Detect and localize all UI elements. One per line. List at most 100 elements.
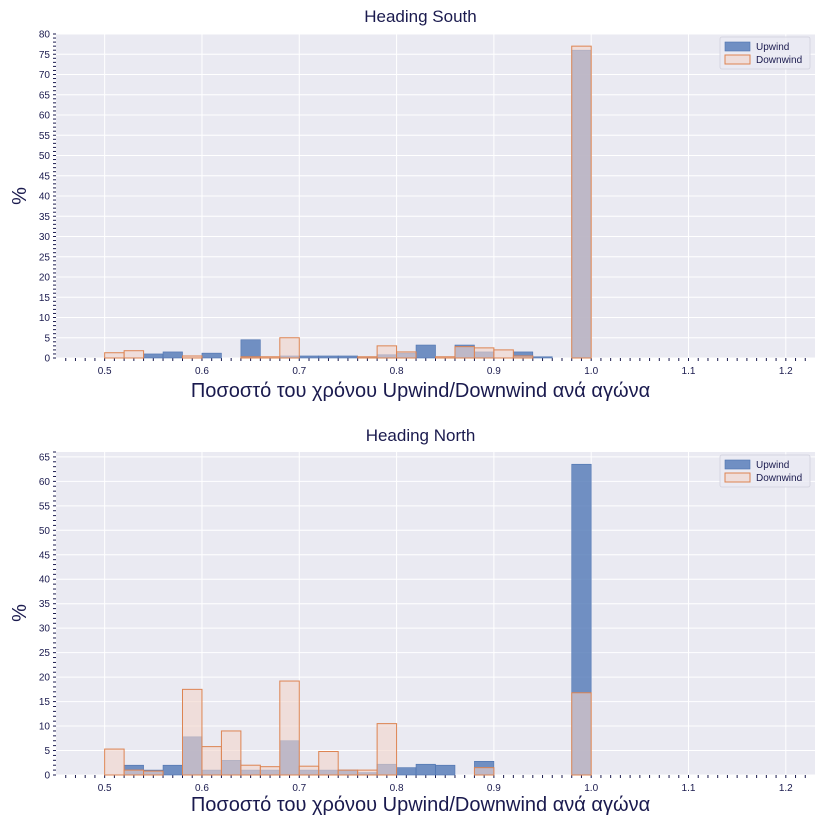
x-tick-label: 1.1	[682, 366, 696, 377]
x-tick-label: 0.8	[390, 783, 404, 794]
y-tick-label: 70	[39, 70, 51, 81]
y-tick-label: 15	[39, 697, 51, 708]
bar-downwind	[357, 769, 378, 776]
bar-downwind	[473, 347, 495, 359]
y-tick-label: 30	[39, 232, 51, 243]
legend-swatch-upwind	[724, 459, 751, 470]
y-tick-label: 25	[39, 648, 51, 659]
bar-downwind	[182, 688, 203, 776]
bar-downwind	[123, 350, 145, 359]
legend-label-upwind: Upwind	[756, 460, 789, 471]
bar-downwind	[259, 766, 281, 776]
y-tick-label: 55	[39, 501, 51, 512]
bar-downwind	[396, 351, 417, 359]
y-tick-label: 50	[39, 526, 51, 537]
y-tick-label: 10	[39, 313, 51, 324]
bar-downwind	[435, 356, 456, 359]
y-tick-label: 80	[39, 30, 51, 41]
y-tick-label: 0	[44, 354, 50, 365]
bar-upwind	[435, 764, 456, 776]
x-tick-label: 0.7	[292, 366, 306, 377]
bar-downwind	[298, 765, 320, 776]
y-tick-label: 75	[39, 50, 51, 61]
bar-downwind	[143, 770, 164, 776]
bar-upwind	[162, 764, 183, 776]
y-tick-label: 35	[39, 212, 51, 223]
bar-downwind	[357, 356, 378, 359]
series-downwind	[104, 45, 592, 359]
x-axis-label: Ποσοστό του χρόνου Upwind/Downwind ανά α…	[191, 794, 650, 816]
y-tick-label: 0	[44, 771, 50, 782]
legend-swatch-downwind	[724, 54, 751, 65]
bar-downwind	[376, 723, 398, 776]
bar-downwind	[571, 45, 592, 359]
legend: Upwind Downwind	[719, 454, 811, 488]
bar-downwind	[259, 356, 281, 359]
y-tick-label: 30	[39, 624, 51, 635]
legend-swatch-upwind	[724, 41, 751, 52]
x-axis-label: Ποσοστό του χρόνου Upwind/Downwind ανά α…	[191, 380, 650, 402]
bar-downwind	[512, 355, 534, 359]
x-tick-label: 1.0	[584, 783, 598, 794]
y-tick-label: 25	[39, 252, 51, 263]
y-tick-label: 5	[44, 333, 50, 344]
bar-upwind	[318, 355, 339, 359]
chart-panel-2: 0.5 0.6 0.7 0.8 0.9 1.0 1.1 1.2 0 5 10 15 20 25 30 35 40…	[9, 426, 815, 816]
y-tick-label: 40	[39, 192, 51, 203]
bar-downwind	[104, 748, 125, 776]
bar-downwind	[240, 764, 261, 776]
legend: Upwind Downwind	[719, 36, 811, 70]
x-tick-label: 0.9	[487, 783, 501, 794]
x-tick-label: 1.2	[779, 783, 793, 794]
x-tick-label: 0.6	[195, 783, 209, 794]
x-tick-label: 0.5	[98, 783, 112, 794]
y-tick-label: 65	[39, 90, 51, 101]
y-tick-label: 55	[39, 131, 51, 142]
bar-upwind	[415, 763, 436, 776]
y-tick-label: 60	[39, 477, 51, 488]
bar-downwind	[182, 355, 203, 359]
bar-downwind	[123, 769, 145, 776]
bar-downwind	[571, 692, 592, 776]
bar-upwind	[240, 339, 261, 359]
bar-downwind	[493, 349, 514, 359]
y-tick-label: 65	[39, 452, 51, 463]
x-tick-label: 1.0	[584, 366, 598, 377]
x-tick-label: 1.2	[779, 366, 793, 377]
chart-title: Heading South	[364, 7, 476, 26]
y-tick-label: 5	[44, 746, 50, 757]
y-tick-label: 35	[39, 599, 51, 610]
y-tick-label: 60	[39, 111, 51, 122]
y-tick-label: 10	[39, 722, 51, 733]
y-minor-ticks	[53, 33, 56, 359]
bar-upwind	[162, 351, 183, 359]
bar-downwind	[104, 352, 125, 359]
bar-downwind	[220, 730, 242, 776]
legend-label-upwind: Upwind	[756, 42, 789, 53]
bar-downwind	[473, 767, 495, 776]
x-tick-label: 0.8	[390, 366, 404, 377]
y-tick-label: 20	[39, 273, 51, 284]
legend-swatch-downwind	[724, 472, 751, 483]
bar-upwind	[143, 353, 164, 359]
x-tick-label: 0.6	[195, 366, 209, 377]
x-tick-label: 0.5	[98, 366, 112, 377]
bar-upwind	[396, 767, 417, 776]
y-tick-label: 50	[39, 151, 51, 162]
legend-label-downwind: Downwind	[756, 473, 802, 484]
series-downwind	[104, 680, 592, 776]
y-tick-label: 45	[39, 171, 51, 182]
y-axis-label: %	[9, 187, 31, 205]
bar-upwind	[337, 355, 358, 359]
y-axis-label: %	[9, 604, 31, 622]
bar-upwind	[298, 355, 320, 359]
bar-downwind	[318, 751, 339, 776]
x-tick-label: 1.1	[682, 783, 696, 794]
bar-downwind	[337, 769, 359, 776]
bar-downwind	[240, 356, 261, 359]
bar-upwind	[532, 356, 553, 359]
y-tick-label: 15	[39, 293, 51, 304]
bar-downwind	[201, 746, 222, 776]
chart-panel-1: 0.5 0.6 0.7 0.8 0.9 1.0 1.1 1.2 0 5 10 15 20 25 30 35 40…	[9, 7, 815, 402]
legend-label-downwind: Downwind	[756, 55, 802, 66]
